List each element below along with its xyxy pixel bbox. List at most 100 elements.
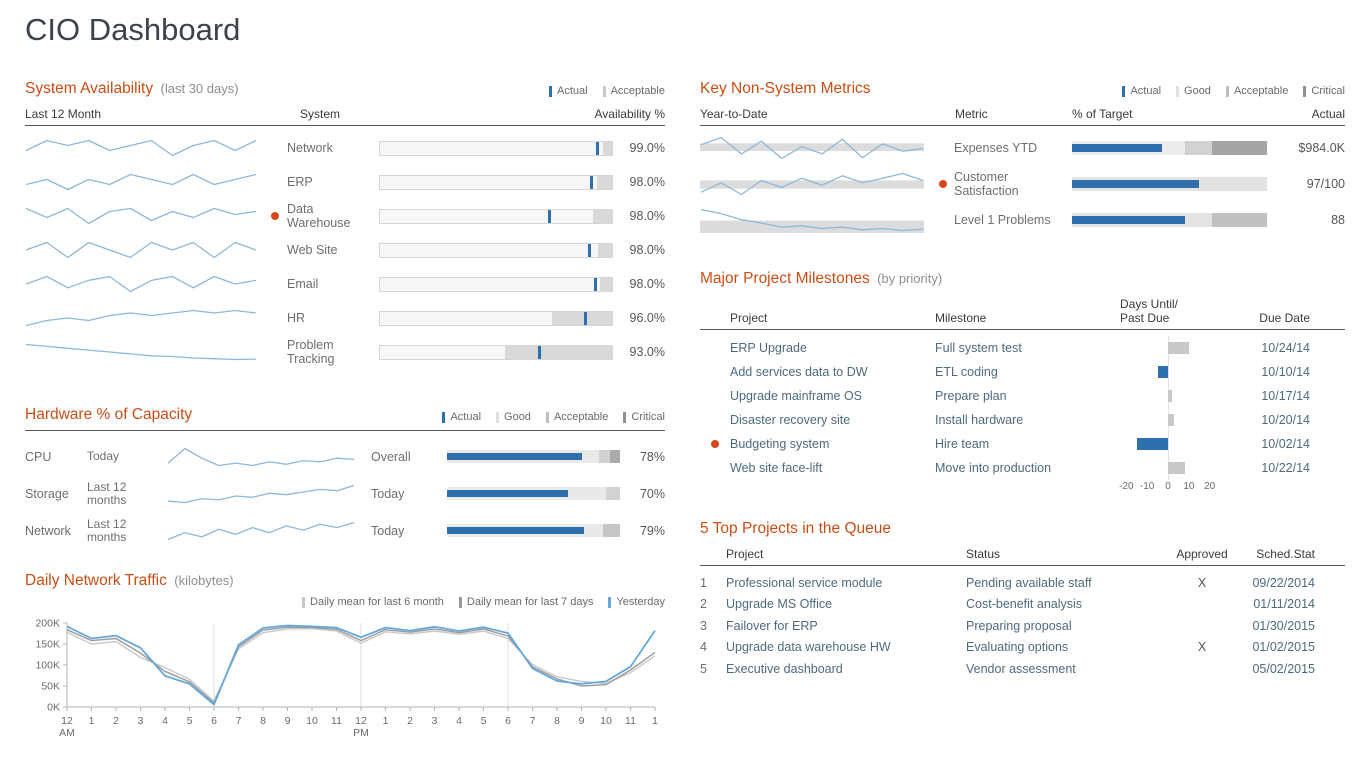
hardware-row: CPU Today Overall 78% bbox=[25, 438, 665, 475]
metric-row: Customer Satisfaction 97/100 bbox=[700, 166, 1345, 202]
svg-text:4: 4 bbox=[162, 715, 168, 727]
project-name: Upgrade data warehouse HW bbox=[726, 640, 891, 655]
actual-tick bbox=[587, 243, 591, 257]
panel-title: Key Non-System Metrics bbox=[700, 80, 871, 97]
svg-text:11: 11 bbox=[331, 715, 342, 727]
milestone-name: ETL coding bbox=[935, 365, 998, 379]
system-name: Problem Tracking bbox=[287, 338, 335, 366]
panel-hardware-capacity: Hardware % of Capacity Actual Good Accepta… bbox=[25, 406, 665, 549]
days-bar-cell bbox=[1110, 384, 1222, 408]
acceptable-zone bbox=[602, 141, 612, 155]
sched-date: 01/11/2014 bbox=[1253, 597, 1315, 612]
capacity-bullet bbox=[447, 450, 620, 463]
project-name: Budgeting system bbox=[730, 437, 830, 451]
bullet-scope: Today bbox=[371, 486, 405, 501]
milestone-row: Add services data to DW ETL coding 10/10/1… bbox=[700, 360, 1345, 384]
milestone-name: Prepare plan bbox=[935, 389, 1007, 403]
legend-label: Critical bbox=[1311, 85, 1345, 97]
column-header-metric: Metric bbox=[955, 107, 988, 121]
trend-sparkline bbox=[700, 207, 924, 233]
row-number: 4 bbox=[700, 640, 707, 655]
svg-text:4: 4 bbox=[456, 715, 462, 727]
acceptable-zone bbox=[596, 175, 612, 189]
column-header-target: % of Target bbox=[1072, 107, 1133, 121]
days-bar bbox=[1168, 390, 1173, 402]
due-date: 10/17/14 bbox=[1261, 389, 1310, 403]
svg-text:50K: 50K bbox=[41, 681, 60, 693]
due-date: 10/02/14 bbox=[1261, 437, 1310, 451]
capacity-value: 78% bbox=[639, 449, 665, 464]
component-name: Network bbox=[25, 523, 71, 538]
system-name: Email bbox=[287, 277, 319, 291]
legend-label: Acceptable bbox=[1233, 85, 1289, 97]
queue-row: 3 Failover for ERP Preparing proposal 01/30… bbox=[700, 615, 1345, 637]
availability-value: 98.0% bbox=[629, 175, 665, 189]
legend-item: Acceptable bbox=[602, 85, 665, 97]
system-name: Data Warehouse bbox=[287, 202, 351, 230]
days-bar-cell bbox=[1110, 360, 1222, 384]
metric-row: Expenses YTD $984.0K bbox=[700, 130, 1345, 166]
legend-label: Actual bbox=[1130, 85, 1162, 97]
legend-label: Critical bbox=[631, 411, 665, 423]
system-name: Web Site bbox=[287, 243, 338, 257]
capacity-zone bbox=[1212, 213, 1267, 227]
alert-dot-cell bbox=[263, 212, 287, 220]
svg-text:1: 1 bbox=[383, 715, 389, 727]
legend-swatch bbox=[1303, 85, 1307, 97]
legend-label: Yesterday bbox=[616, 596, 665, 608]
acceptable-zone bbox=[593, 209, 612, 223]
svg-text:10: 10 bbox=[306, 715, 318, 727]
legend-swatch bbox=[608, 596, 612, 608]
panel-header: 5 Top Projects in the Queue bbox=[700, 520, 1345, 538]
target-bullet bbox=[1072, 213, 1267, 227]
days-bar bbox=[1157, 366, 1168, 378]
project-status: Pending available staff bbox=[966, 575, 1092, 590]
svg-text:11: 11 bbox=[625, 715, 636, 727]
sparkline-svg bbox=[167, 447, 355, 466]
legend-item: Daily mean for last 7 days bbox=[458, 596, 593, 608]
due-date: 10/24/14 bbox=[1261, 341, 1310, 355]
metric-name: Expenses YTD bbox=[954, 141, 1038, 155]
legend-swatch bbox=[442, 411, 446, 423]
metric-row: Level 1 Problems 88 bbox=[700, 202, 1345, 238]
trend-sparkline bbox=[167, 446, 355, 468]
availability-value: 98.0% bbox=[629, 277, 665, 291]
days-bar bbox=[1168, 342, 1189, 354]
days-bar-cell bbox=[1110, 408, 1222, 432]
days-bar bbox=[1168, 462, 1185, 474]
column-header-trend: Last 12 Month bbox=[25, 107, 102, 121]
actual-bar bbox=[1072, 180, 1199, 188]
availability-bullet bbox=[379, 140, 613, 156]
panel-title-group: Hardware % of Capacity bbox=[25, 406, 192, 424]
milestone-row: ERP Upgrade Full system test 10/24/14 bbox=[700, 336, 1345, 360]
panel-header: Hardware % of Capacity Actual Good Accepta… bbox=[25, 406, 665, 431]
axis-tick-label: -20 bbox=[1119, 481, 1134, 492]
legend: Actual Good Acceptable Critical bbox=[442, 411, 665, 424]
capacity-zone bbox=[1185, 141, 1213, 155]
legend: Daily mean for last 6 month Daily mean fo… bbox=[25, 596, 665, 609]
capacity-bullet bbox=[447, 487, 620, 500]
svg-text:100K: 100K bbox=[35, 660, 60, 672]
capacity-zone bbox=[1212, 141, 1267, 155]
svg-text:12: 12 bbox=[355, 715, 367, 727]
availability-bullet bbox=[379, 208, 613, 224]
svg-text:AM: AM bbox=[59, 727, 75, 739]
svg-text:5: 5 bbox=[187, 715, 193, 727]
capacity-zone bbox=[602, 524, 620, 537]
actual-tick bbox=[584, 311, 588, 325]
legend-label: Daily mean for last 6 month bbox=[310, 596, 444, 608]
svg-text:8: 8 bbox=[260, 715, 266, 727]
priority-dot bbox=[711, 440, 719, 448]
component-name: Storage bbox=[25, 486, 69, 501]
trend-sparkline bbox=[167, 483, 355, 505]
sparkline-svg bbox=[700, 208, 924, 233]
trend-sparkline bbox=[25, 172, 257, 192]
metric-name: Customer Satisfaction bbox=[954, 170, 1019, 198]
project-status: Preparing proposal bbox=[966, 618, 1072, 633]
svg-text:1: 1 bbox=[89, 715, 95, 727]
sparkline-svg bbox=[25, 309, 257, 327]
legend-label: Acceptable bbox=[610, 85, 665, 97]
panel-key-metrics: Key Non-System Metrics Actual Good Accepta… bbox=[700, 80, 1345, 238]
availability-row: Problem Tracking 93.0% bbox=[25, 335, 665, 369]
actual-tick bbox=[590, 175, 594, 189]
